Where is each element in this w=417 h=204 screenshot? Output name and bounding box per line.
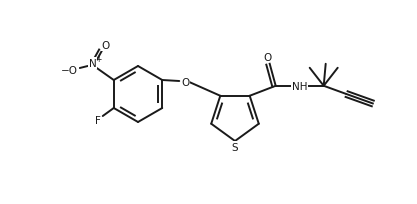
Text: N: N <box>89 59 97 69</box>
Text: S: S <box>232 142 238 152</box>
Text: O: O <box>181 78 189 88</box>
Text: NH: NH <box>292 81 307 91</box>
Text: −O: −O <box>61 66 78 76</box>
Text: O: O <box>264 52 272 62</box>
Text: O: O <box>102 41 110 51</box>
Text: F: F <box>95 115 100 125</box>
Text: +: + <box>95 55 102 64</box>
